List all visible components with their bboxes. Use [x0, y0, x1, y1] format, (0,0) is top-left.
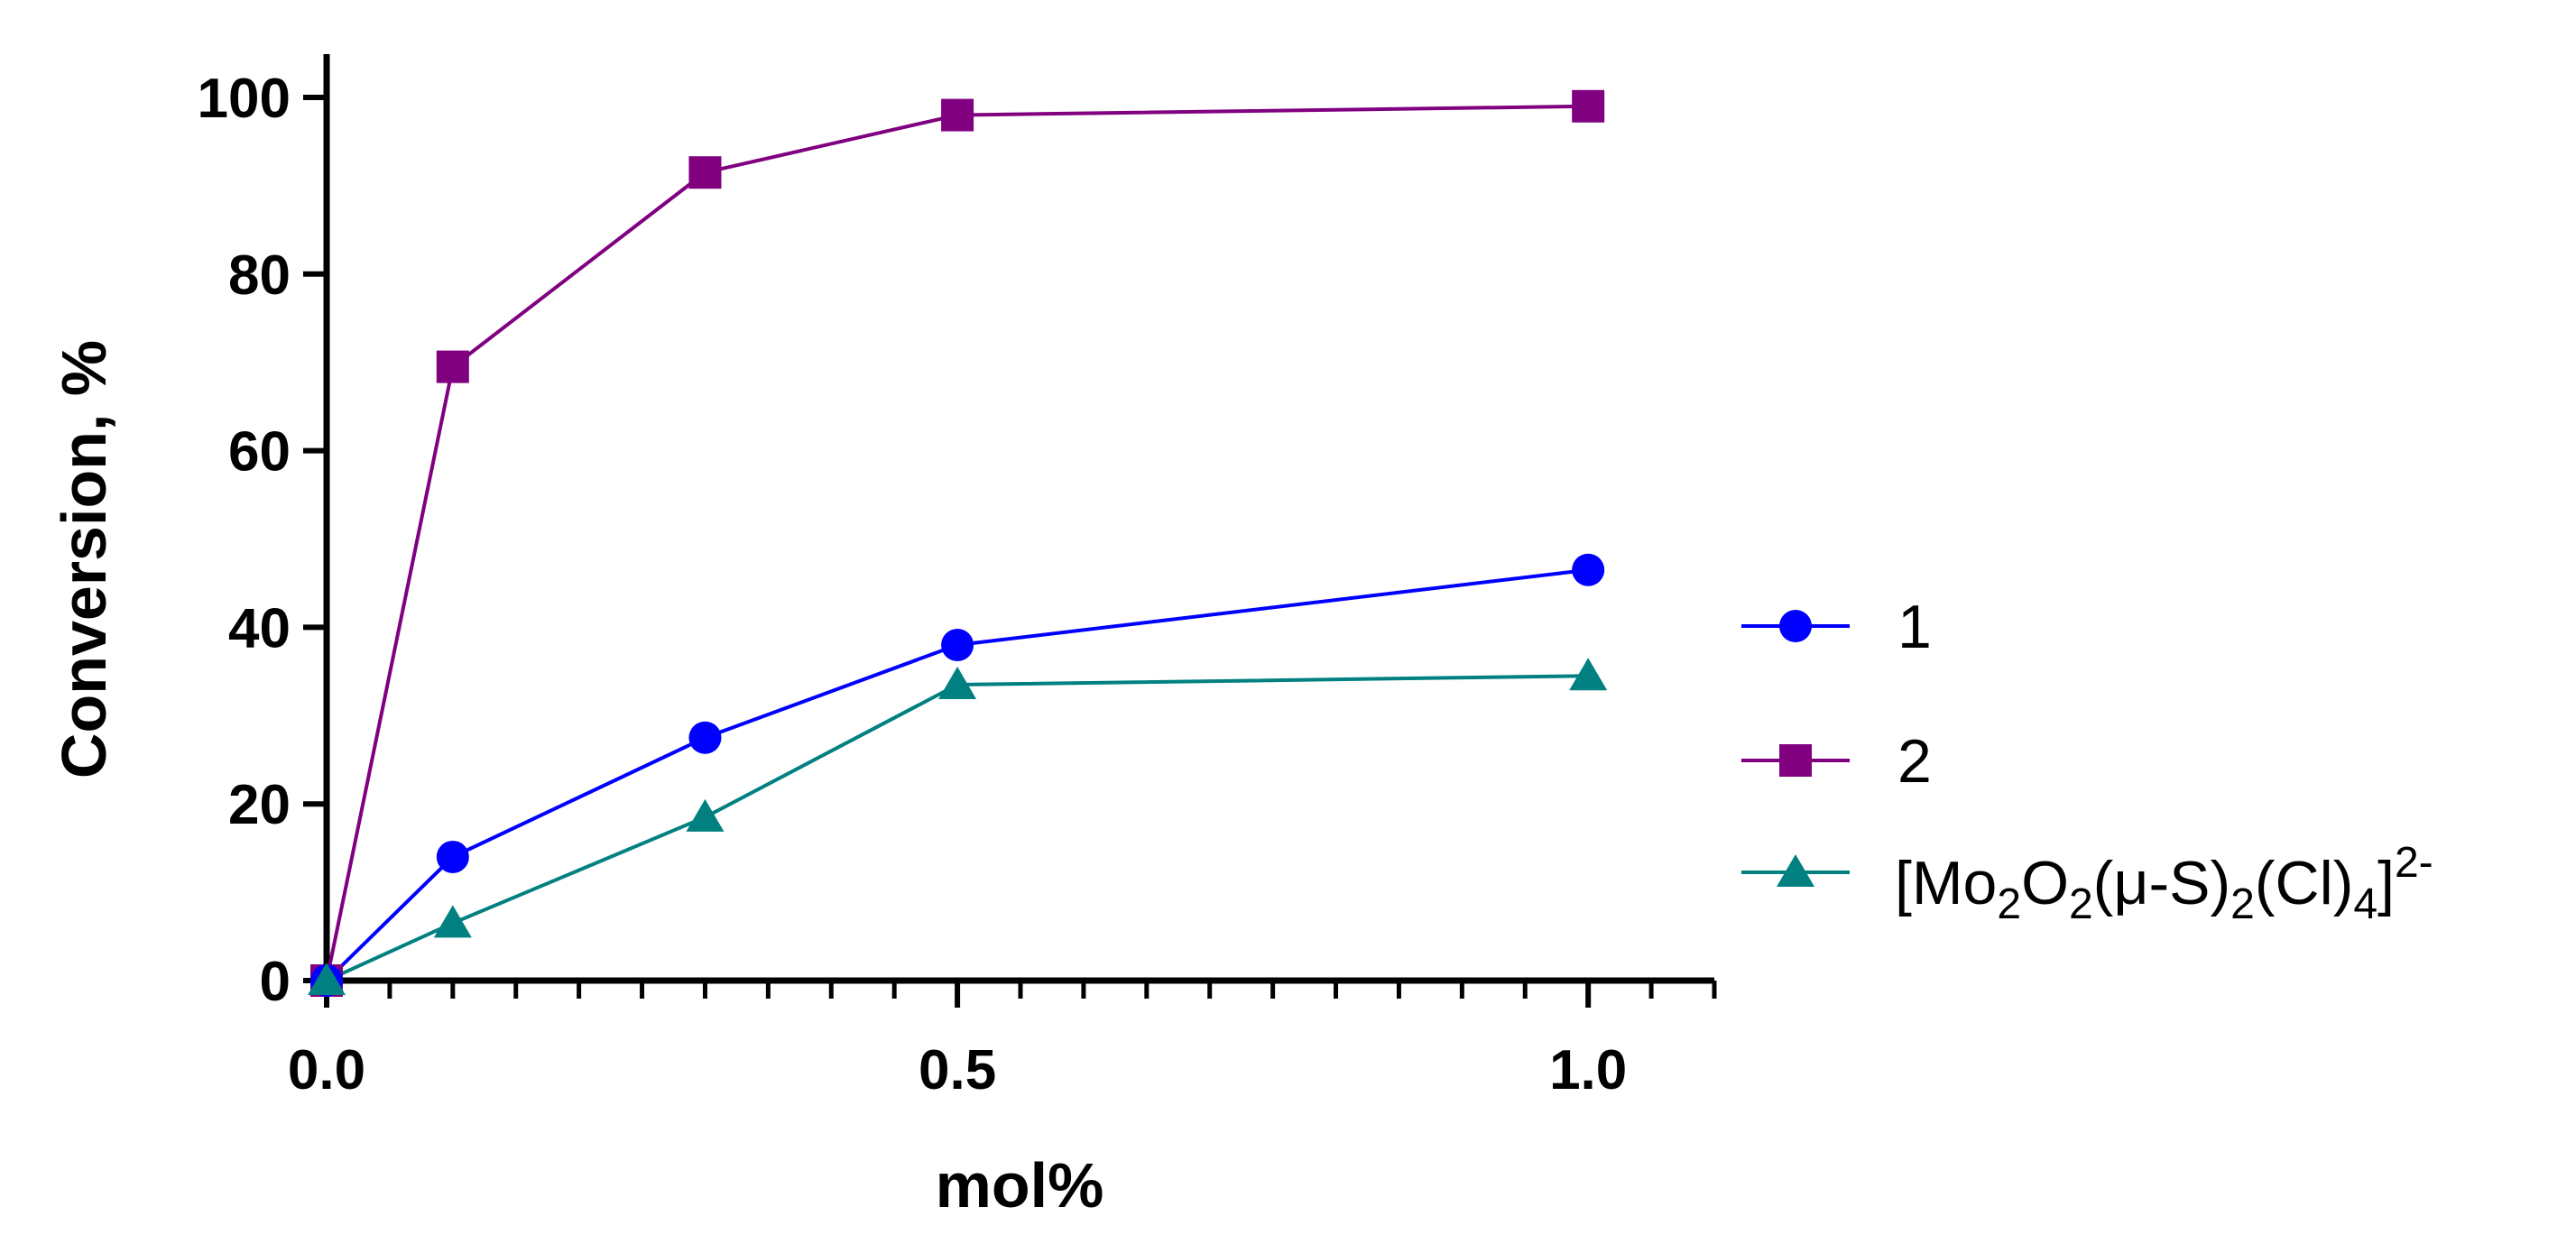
legend-entry-series-3: [Mo2O2(μ-S)2(Cl)4]2-	[1741, 839, 2433, 928]
x-axis-title: mol%	[936, 1150, 1104, 1221]
x-tick-label: 0.5	[919, 1039, 996, 1101]
data-point-series-1	[436, 840, 469, 873]
legend: 1 2 [Mo2O2(μ-S)2(Cl)4]2-	[1741, 593, 2433, 928]
y-tick-label: 40	[228, 597, 291, 659]
data-point-series-1	[1572, 553, 1605, 586]
data-point-series-3	[1569, 658, 1608, 691]
data-point-series-2	[688, 156, 722, 189]
y-tick-label: 60	[228, 421, 291, 484]
legend-entry-series-2: 2	[1741, 727, 1932, 796]
legend-label-series-3: [Mo2O2(μ-S)2(Cl)4]2-	[1895, 839, 2433, 928]
data-point-series-2	[436, 350, 469, 383]
y-tick-label: 100	[198, 68, 291, 130]
data-point-series-2	[1572, 89, 1605, 123]
legend-marker-circle	[1779, 610, 1812, 642]
x-tick-label: 1.0	[1549, 1039, 1627, 1101]
data-point-series-1	[688, 721, 722, 754]
data-point-series-3	[308, 963, 346, 995]
legend-label-series-2: 2	[1897, 727, 1932, 796]
legend-marker-triangle	[1777, 854, 1814, 887]
legend-label-series-1: 1	[1897, 593, 1932, 661]
y-tick-label: 20	[228, 774, 291, 836]
data-point-series-3	[938, 667, 977, 700]
series-line-2	[325, 104, 1589, 981]
y-tick-label: 0	[260, 951, 291, 1013]
legend-marker-square	[1779, 744, 1812, 777]
data-point-series-1	[941, 628, 974, 661]
axes	[303, 54, 1717, 1008]
y-tick-label: 80	[228, 244, 291, 307]
x-tick-label: 0.0	[288, 1039, 365, 1101]
series-layer	[308, 89, 1608, 997]
data-point-series-3	[686, 798, 725, 832]
tick-labels: 0 20 40 60 80 100 0.0 0.5 1.0	[198, 68, 1628, 1101]
data-point-series-2	[941, 98, 974, 132]
data-point-series-3	[433, 905, 472, 938]
y-axis-title: Conversion, %	[49, 340, 119, 779]
legend-entry-series-1: 1	[1741, 593, 1932, 661]
